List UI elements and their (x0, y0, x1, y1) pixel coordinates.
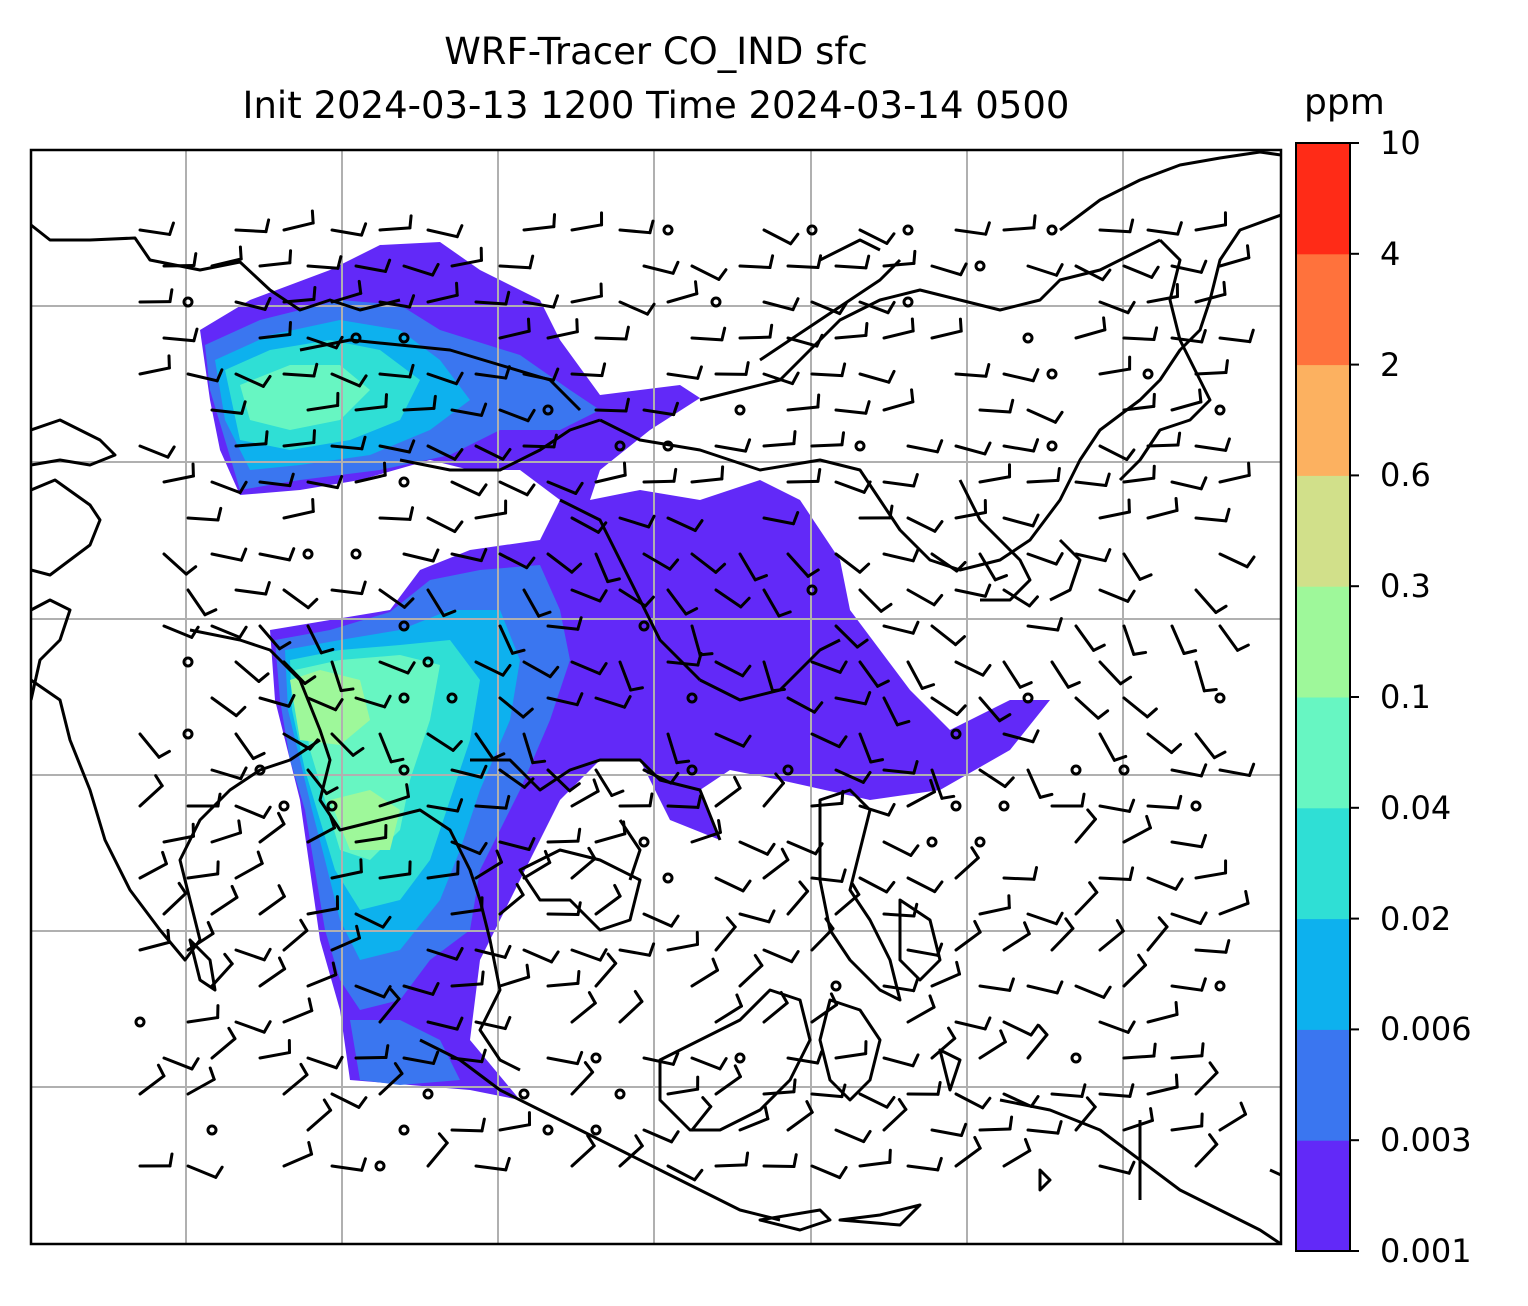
colorbar-bin (1296, 143, 1350, 255)
colorbar-tick-label: 0.003 (1380, 1121, 1472, 1160)
colorbar-tick-label: 0.3 (1380, 567, 1431, 606)
colorbar-bin (1296, 918, 1350, 1030)
colorbar-bin (1296, 1029, 1350, 1141)
colorbar-bin (1296, 697, 1350, 809)
colorbar-bin (1296, 475, 1350, 587)
colorbar-bin (1296, 253, 1350, 366)
colorbar-tick-label: 2 (1380, 345, 1401, 384)
colorbar-tick-label: 0.04 (1380, 788, 1452, 827)
colorbar-tick-label: 0.02 (1380, 899, 1452, 938)
map-title: WRF-Tracer CO_IND sfc (444, 30, 868, 73)
colorbar (1295, 142, 1359, 1252)
colorbar-unit: ppm (1304, 82, 1385, 123)
colorbar-tick-label: 0.001 (1380, 1232, 1472, 1270)
colorbar-tick-label: 0.6 (1380, 456, 1431, 495)
colorbar-bin (1296, 586, 1350, 698)
colorbar-bin (1296, 807, 1350, 920)
colorbar-tick-label: 4 (1380, 234, 1401, 273)
colorbar-tick-label: 10 (1380, 124, 1421, 162)
colorbar-bin (1296, 364, 1350, 476)
map-subtitle: Init 2024-03-13 1200 Time 2024-03-14 050… (242, 84, 1070, 127)
map-frame (29, 148, 1283, 1246)
colorbar-tick-label: 0.006 (1380, 1010, 1472, 1049)
colorbar-bin (1296, 1140, 1350, 1252)
wind-barbs (134, 209, 1256, 1182)
colorbar-tick-label: 0.1 (1380, 678, 1431, 716)
